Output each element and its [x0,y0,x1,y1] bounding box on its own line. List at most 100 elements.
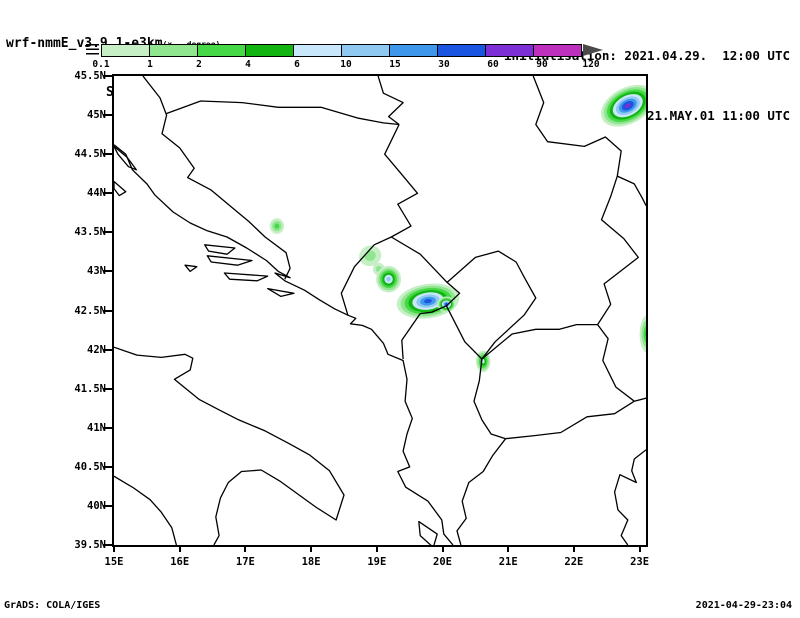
lon-tick-label: 17E [235,556,255,568]
lat-tick-label: 45.5N [74,70,106,82]
lon-tick [244,545,247,552]
plot-frame [112,74,648,547]
colorbar-segment [197,44,246,57]
lon-tick [178,545,181,552]
lon-tick-label: 21E [498,556,518,568]
danube-bulgaria-romania [617,175,646,207]
colorbar-level-label: 4 [245,59,251,70]
lon-tick [441,545,444,552]
border-serbia-bulgaria [597,175,639,325]
border-macedonia-bulgaria [597,324,635,402]
border-albania-macedonia [473,358,506,440]
snow-depth-patch-band [481,359,485,364]
grads-credit: GrADS: COLA/IGES [4,600,101,611]
snow-depth-patch-band [624,103,631,109]
lon-tick [113,545,115,552]
island-vis [184,264,198,273]
border-albania-greece [456,438,507,545]
lat-tick-label: 44.5N [74,148,106,161]
lat-tick-label: 40N [87,499,106,512]
map-svg [114,76,646,545]
lat-tick-label: 42.5N [74,304,106,317]
island-brac [204,244,236,255]
colorbar-level-label: 60 [487,59,499,70]
plot-timestamp: 2021-04-29-23:04 [695,600,792,611]
lat-tick [103,544,112,547]
colorbar-level-label: 2 [196,59,202,70]
lat-tick [103,387,112,390]
snow-depth-patch-band [645,330,646,338]
italy-tyrrhenian-coastline [114,475,178,545]
colorbar-overflow-arrow [583,44,603,56]
lat-tick [103,114,112,117]
island-mljet [267,287,295,298]
snow-depth-patch-band [424,298,432,304]
border-macedonia-greece [505,397,646,440]
colorbar-segment [341,44,390,57]
border-croatia-bosnia [142,76,291,280]
lat-tick-label: 39.5N [74,539,106,552]
border-montenegro-albania [401,305,447,360]
island-korcula [223,272,269,282]
italy-adriatic-coastline [114,346,345,545]
colorbar-segment [293,44,342,57]
snow-depth-patch-band [643,325,646,343]
lat-tick-label: 43.5N [74,226,106,239]
colorbar-level-label: 90 [536,59,548,70]
lon-tick-label: 16E [170,556,190,568]
colorbar: 0.1 1 2 4 6 10 15 30 60 90 120 [86,44,603,70]
island-pag [114,145,137,171]
lat-tick-label: 42N [87,343,106,356]
lat-tick-label: 40.5N [74,460,106,473]
border-sava [166,100,400,126]
lon-tick-label: 18E [301,556,321,568]
lon-tick [638,545,641,552]
lat-tick [103,426,112,429]
colorbar-segment [101,44,150,57]
border-serbia-romania [532,76,622,177]
lon-tick [375,545,378,552]
lon-tick-label: 15E [104,556,124,568]
snow-depth-patch-band [386,277,391,282]
colorbar-segment [533,44,582,57]
colorbar-segment [149,44,198,57]
colorbar-level-label: 120 [582,59,600,70]
colorbar-level-label: 15 [389,59,401,70]
lat-tick-label: 45N [87,109,106,122]
lon-tick [310,545,313,552]
lat-tick [103,309,112,312]
island-corfu [418,520,438,545]
colorbar-level-label: 0.1 [92,59,110,70]
border-montenegro-serbia [390,236,448,283]
lon-tick-label: 23E [630,556,650,568]
lon-tick [572,545,575,552]
lat-tick-label: 44N [87,187,106,200]
lat-tick [103,153,112,156]
snow-depth-patch-band [274,223,280,229]
east-adriatic-coastline [114,144,454,545]
lat-tick [103,75,112,77]
colorbar-segment [485,44,534,57]
colorbar-level-label: 10 [340,59,352,70]
colorbar-segment [437,44,486,57]
colorbar-segments [101,44,582,57]
border-drina [340,124,419,316]
colorbar-level-label: 1 [147,59,153,70]
lat-tick [103,270,112,273]
lon-tick-label: 20E [433,556,452,568]
lat-tick [103,231,112,234]
colorbar-segment [245,44,294,57]
lat-tick [103,504,112,507]
border-serbia-macedonia [481,323,598,360]
lat-tick [103,348,112,351]
lon-tick [507,545,510,552]
island-dugi-otok [114,180,127,197]
lat-tick-label: 41N [87,421,106,434]
colorbar-underflow-marker [86,44,99,57]
colorbar-level-label: 30 [438,59,450,70]
greece-aegean-coastline [613,449,646,545]
island-hvar [206,255,253,266]
lat-tick [103,192,112,195]
lat-tick-label: 41.5N [74,382,106,395]
